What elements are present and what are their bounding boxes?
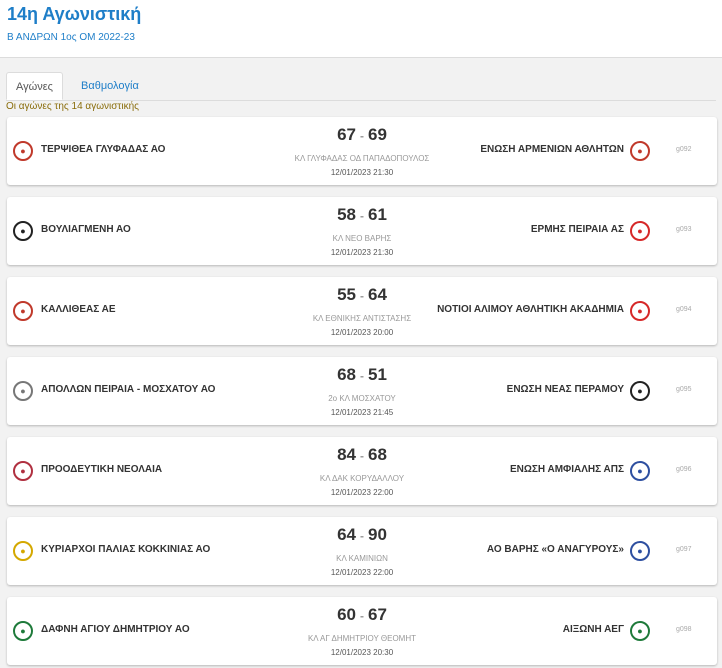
away-team-name[interactable]: ΝΟΤΙΟΙ ΑΛΙΜΟΥ ΑΘΛΗΤΙΚΗ ΑΚΑΔΗΜΙΑ xyxy=(437,304,624,315)
match-card[interactable]: ● ΚΑΛΛΙΘΕΑΣ ΑΕ 55-64 ΚΛ ΕΘΝΙΚΗΣ ΑΝΤΙΣΤΑΣ… xyxy=(7,277,717,345)
page-title: 14η Αγωνιστική xyxy=(7,4,142,24)
tab-standings[interactable]: Βαθμολογία xyxy=(81,80,139,92)
match-card[interactable]: ● ΒΟΥΛΙΑΓΜΕΝΗ ΑΟ 58-61 ΚΛ ΝΕΟ ΒΑΡΗΣ 12/0… xyxy=(7,197,717,265)
match-venue: ΚΛ ΕΘΝΙΚΗΣ ΑΝΤΙΣΤΑΣΗΣ xyxy=(312,314,412,323)
match-datetime: 12/01/2023 22:00 xyxy=(330,488,394,497)
tab-bar: Αγώνες Βαθμολογία xyxy=(6,72,716,101)
home-team-name[interactable]: ΤΕΡΨΙΘΕΑ ΓΛΥΦΑΔΑΣ ΑΟ xyxy=(41,144,166,155)
match-datetime: 12/01/2023 21:30 xyxy=(330,248,394,257)
home-team-logo-icon: ● xyxy=(13,141,33,161)
home-score: 60 xyxy=(337,605,356,624)
match-code: g093 xyxy=(676,226,692,233)
match-venue: ΚΛ ΓΛΥΦΑΔΑΣ ΟΔ ΠΑΠΑΔΟΠΟΥΛΟΣ xyxy=(294,154,430,163)
match-score: 64-90 xyxy=(262,525,462,545)
tab-matches[interactable]: Αγώνες xyxy=(6,72,63,100)
away-score: 90 xyxy=(368,525,387,544)
match-code: g092 xyxy=(676,146,692,153)
score-separator: - xyxy=(360,529,364,543)
home-team-name[interactable]: ΑΠΟΛΛΩΝ ΠΕΙΡΑΙΑ - ΜΟΣΧΑΤΟΥ ΑΟ xyxy=(41,384,216,395)
away-team-logo-icon: ● xyxy=(630,461,650,481)
match-card[interactable]: ● ΠΡΟΟΔΕΥΤΙΚΗ ΝΕΟΛΑΙΑ 84-68 ΚΛ ΔΑΚ ΚΟΡΥΔ… xyxy=(7,437,717,505)
home-team-logo-icon: ● xyxy=(13,621,33,641)
match-datetime: 12/01/2023 21:30 xyxy=(330,168,394,177)
home-team-name[interactable]: ΠΡΟΟΔΕΥΤΙΚΗ ΝΕΟΛΑΙΑ xyxy=(41,464,163,475)
away-team-logo-icon: ● xyxy=(630,381,650,401)
match-venue: ΚΛ ΔΑΚ ΚΟΡΥΔΑΛΛΟΥ xyxy=(319,474,405,483)
round-intro-text: Οι αγώνες της 14 αγωνιστικής xyxy=(6,101,139,112)
away-team-logo-icon: ● xyxy=(630,301,650,321)
away-team-name[interactable]: ΕΝΩΣΗ ΝΕΑΣ ΠΕΡΑΜΟΥ xyxy=(506,384,624,395)
away-team-name[interactable]: ΕΝΩΣΗ ΑΡΜΕΝΙΩΝ ΑΘΛΗΤΩΝ xyxy=(480,144,624,155)
away-team-name[interactable]: ΑΟ ΒΑΡΗΣ «Ο ΑΝΑΓΥΡΟΥΣ» xyxy=(486,544,624,555)
match-code: g095 xyxy=(676,386,692,393)
home-score: 64 xyxy=(337,525,356,544)
home-score: 55 xyxy=(337,285,356,304)
home-team-name[interactable]: ΚΑΛΛΙΘΕΑΣ ΑΕ xyxy=(41,304,116,315)
page-subtitle: Β ΑΝΔΡΩΝ 1ος ΟΜ 2022-23 xyxy=(7,32,135,43)
match-card[interactable]: ● ΚΥΡΙΑΡΧΟΙ ΠΑΛΙΑΣ ΚΟΚΚΙΝΙΑΣ ΑΟ 64-90 ΚΛ… xyxy=(7,517,717,585)
score-separator: - xyxy=(360,129,364,143)
match-code: g096 xyxy=(676,466,692,473)
away-score: 68 xyxy=(368,445,387,464)
match-card[interactable]: ● ΔΑΦΝΗ ΑΓΙΟΥ ΔΗΜΗΤΡΙΟΥ ΑΟ 60-67 ΚΛ ΑΓ Δ… xyxy=(7,597,717,665)
match-datetime: 12/01/2023 22:00 xyxy=(330,568,394,577)
match-code: g094 xyxy=(676,306,692,313)
away-team-logo-icon: ● xyxy=(630,141,650,161)
match-card[interactable]: ● ΑΠΟΛΛΩΝ ΠΕΙΡΑΙΑ - ΜΟΣΧΑΤΟΥ ΑΟ 68-51 2ο… xyxy=(7,357,717,425)
match-score: 55-64 xyxy=(262,285,462,305)
away-score: 51 xyxy=(368,365,387,384)
match-score: 67-69 xyxy=(262,125,462,145)
match-card[interactable]: ● ΤΕΡΨΙΘΕΑ ΓΛΥΦΑΔΑΣ ΑΟ 67-69 ΚΛ ΓΛΥΦΑΔΑΣ… xyxy=(7,117,717,185)
away-score: 69 xyxy=(368,125,387,144)
match-venue: 2ο ΚΛ ΜΟΣΧΑΤΟΥ xyxy=(328,394,396,403)
away-score: 67 xyxy=(368,605,387,624)
match-venue: ΚΛ ΝΕΟ ΒΑΡΗΣ xyxy=(332,234,392,243)
match-venue: ΚΛ ΑΓ ΔΗΜΗΤΡΙΟΥ ΘΕΟΜΗΤ xyxy=(307,634,417,643)
score-separator: - xyxy=(360,369,364,383)
match-venue: ΚΛ ΚΑΜΙΝΙΩΝ xyxy=(336,554,388,563)
score-separator: - xyxy=(360,209,364,223)
away-team-logo-icon: ● xyxy=(630,621,650,641)
match-score: 60-67 xyxy=(262,605,462,625)
home-score: 58 xyxy=(337,205,356,224)
home-team-name[interactable]: ΚΥΡΙΑΡΧΟΙ ΠΑΛΙΑΣ ΚΟΚΚΙΝΙΑΣ ΑΟ xyxy=(41,544,211,555)
match-score: 68-51 xyxy=(262,365,462,385)
home-team-logo-icon: ● xyxy=(13,221,33,241)
score-separator: - xyxy=(360,609,364,623)
away-score: 61 xyxy=(368,205,387,224)
away-team-logo-icon: ● xyxy=(630,541,650,561)
match-datetime: 12/01/2023 20:30 xyxy=(330,648,394,657)
home-team-logo-icon: ● xyxy=(13,381,33,401)
away-team-name[interactable]: ΑΙΞΩΝΗ ΑΕΓ xyxy=(562,624,624,635)
home-score: 68 xyxy=(337,365,356,384)
page-header: 14η Αγωνιστική Β ΑΝΔΡΩΝ 1ος ΟΜ 2022-23 xyxy=(0,0,722,58)
home-team-logo-icon: ● xyxy=(13,461,33,481)
score-separator: - xyxy=(360,449,364,463)
home-score: 67 xyxy=(337,125,356,144)
match-datetime: 12/01/2023 20:00 xyxy=(330,328,394,337)
home-score: 84 xyxy=(337,445,356,464)
match-score: 84-68 xyxy=(262,445,462,465)
away-team-name[interactable]: ΕΡΜΗΣ ΠΕΙΡΑΙΑ ΑΣ xyxy=(530,224,624,235)
home-team-name[interactable]: ΔΑΦΝΗ ΑΓΙΟΥ ΔΗΜΗΤΡΙΟΥ ΑΟ xyxy=(41,624,190,635)
score-separator: - xyxy=(360,289,364,303)
away-team-name[interactable]: ΕΝΩΣΗ ΑΜΦΙΑΛΗΣ ΑΠΣ xyxy=(509,464,624,475)
away-team-logo-icon: ● xyxy=(630,221,650,241)
match-score: 58-61 xyxy=(262,205,462,225)
away-score: 64 xyxy=(368,285,387,304)
match-datetime: 12/01/2023 21:45 xyxy=(330,408,394,417)
match-code: g097 xyxy=(676,546,692,553)
home-team-name[interactable]: ΒΟΥΛΙΑΓΜΕΝΗ ΑΟ xyxy=(41,224,131,235)
match-code: g098 xyxy=(676,626,692,633)
home-team-logo-icon: ● xyxy=(13,541,33,561)
home-team-logo-icon: ● xyxy=(13,301,33,321)
